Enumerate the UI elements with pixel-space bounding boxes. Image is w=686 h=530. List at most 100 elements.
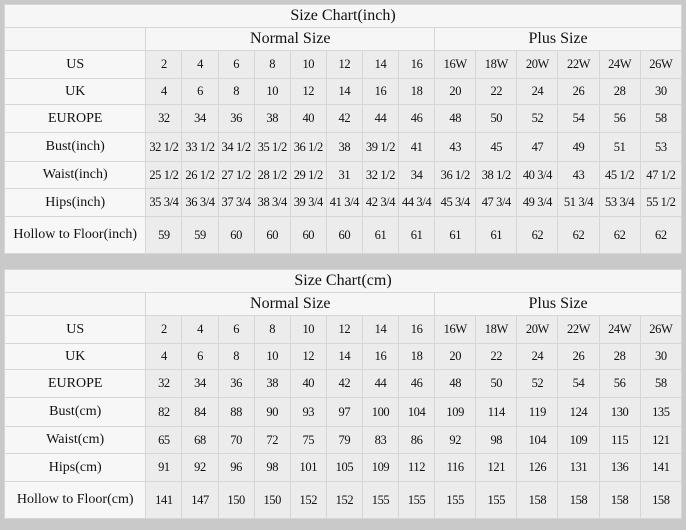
table-cell: 35 1/2 [253, 132, 291, 162]
table-cell: 48 [434, 369, 477, 398]
table-cell: 141 [639, 453, 683, 482]
row-label: Waist(inch) [3, 161, 147, 189]
table-cell: 112 [398, 453, 436, 482]
table-cell: 10 [253, 343, 291, 370]
table-cell: 6 [217, 315, 255, 344]
table-cell: 46 [398, 104, 436, 133]
table-cell: 4 [145, 343, 183, 370]
table-cell: 62 [516, 216, 559, 254]
table-cell: 56 [598, 369, 641, 398]
title-row: Size Chart(cm) [4, 269, 682, 293]
size-chart-cm: Size Chart(cm) Normal Size Plus Size US 2 4 6 8… [3, 269, 683, 519]
table-cell: 16W [434, 50, 477, 79]
table-cell: 24 [516, 343, 559, 370]
table-cell: 34 1/2 [217, 132, 255, 162]
table-row: Bust(cm) 82 84 88 90 93 97 100 104 109 114 119 124 13… [3, 397, 683, 427]
table-cell: 158 [557, 481, 600, 519]
table-cell: 61 [475, 216, 518, 254]
table-cell: 37 3/4 [217, 188, 255, 217]
table-row: Waist(cm) 65 68 70 72 75 79 83 86 92 98 104 109 115 12… [3, 426, 683, 454]
table-cell: 60 [217, 216, 255, 254]
table-cell: 16 [361, 78, 400, 105]
table-cell: 26 1/2 [181, 161, 219, 189]
table-cell: 38 1/2 [475, 161, 518, 189]
table-cell: 60 [253, 216, 291, 254]
table-cell: 155 [475, 481, 518, 519]
row-label: EUROPE [3, 369, 147, 398]
table-row: Waist(inch) 25 1/2 26 1/2 27 1/2 28 1/2 29 1/… [3, 161, 683, 189]
table-cell: 31 [325, 161, 363, 189]
table-cell: 45 1/2 [598, 161, 641, 189]
table-row: US 2 4 6 8 10 12 14 16 16W 18W 20W 22W 24W 26W [3, 315, 683, 344]
table-cell: 40 [289, 369, 327, 398]
table-cell: 35 3/4 [145, 188, 183, 217]
table-cell: 155 [398, 481, 436, 519]
table-cell: 97 [325, 397, 363, 427]
table-cell: 12 [325, 315, 363, 344]
table-cell: 36 [217, 104, 255, 133]
table-cell: 18W [475, 50, 518, 79]
row-label: Hollow to Floor(cm) [3, 481, 147, 519]
table-cell: 100 [361, 397, 400, 427]
table-cell: 36 [217, 369, 255, 398]
table-cell: 18W [475, 315, 518, 344]
table-cell: 43 [557, 161, 600, 189]
table-cell: 32 [145, 369, 183, 398]
table-cell: 114 [475, 397, 518, 427]
table-row: Bust(inch) 32 1/2 33 1/2 34 1/2 35 1/2 36 1/2… [3, 132, 683, 162]
table-cell: 2 [145, 315, 183, 344]
table-cell: 51 [598, 132, 641, 162]
row-label: UK [3, 343, 147, 370]
table-cell: 147 [181, 481, 219, 519]
table-cell: 115 [598, 426, 641, 454]
title-row: Size Chart(inch) [4, 4, 682, 28]
table-cell: 91 [145, 453, 183, 482]
table-title: Size Chart(cm) [4, 269, 682, 293]
row-label: Hollow to Floor(inch) [3, 216, 147, 254]
group-blank [3, 27, 147, 51]
table-cell: 92 [434, 426, 477, 454]
table-cell: 38 [253, 104, 291, 133]
table-cell: 28 [598, 343, 641, 370]
table-cell: 10 [253, 78, 291, 105]
table-cell: 41 [398, 132, 436, 162]
row-label: UK [3, 78, 147, 105]
table-cell: 44 [361, 104, 400, 133]
table-cell: 45 3/4 [434, 188, 477, 217]
table-cell: 12 [289, 78, 327, 105]
table-cell: 27 1/2 [217, 161, 255, 189]
table-cell: 50 [475, 369, 518, 398]
table-cell: 75 [289, 426, 327, 454]
table-cell: 24 [516, 78, 559, 105]
table-cell: 42 3/4 [361, 188, 400, 217]
table-cell: 58 [639, 104, 683, 133]
table-cell: 52 [516, 369, 559, 398]
table-cell: 158 [516, 481, 559, 519]
table-cell: 152 [289, 481, 327, 519]
size-group-header: Plus Size [434, 292, 682, 316]
row-label: Bust(cm) [3, 397, 147, 427]
table-cell: 84 [181, 397, 219, 427]
table-cell: 42 [325, 369, 363, 398]
table-cell: 126 [516, 453, 559, 482]
table-cell: 46 [398, 369, 436, 398]
table-cell: 45 [475, 132, 518, 162]
table-cell: 83 [361, 426, 400, 454]
table-cell: 82 [145, 397, 183, 427]
table-cell: 52 [516, 104, 559, 133]
table-cell: 62 [598, 216, 641, 254]
table-title: Size Chart(inch) [4, 4, 682, 28]
size-chart-inch: Size Chart(inch) Normal Size Plus Size US 2 4… [3, 4, 683, 254]
table-cell: 34 [181, 104, 219, 133]
table-cell: 48 [434, 104, 477, 133]
table-cell: 4 [181, 315, 219, 344]
table-cell: 16W [434, 315, 477, 344]
table-cell: 98 [253, 453, 291, 482]
table-cell: 53 3/4 [598, 188, 641, 217]
table-cell: 16 [398, 315, 436, 344]
table-cell: 44 [361, 369, 400, 398]
table-cell: 93 [289, 397, 327, 427]
table-cell: 22W [557, 315, 600, 344]
table-cell: 16 [398, 50, 436, 79]
row-label: Bust(inch) [3, 132, 147, 162]
